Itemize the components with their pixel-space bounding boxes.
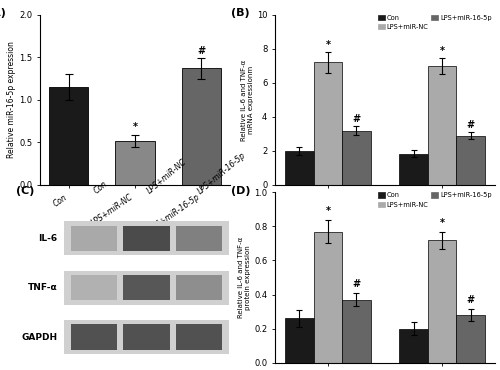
Bar <box>456 315 485 363</box>
Bar <box>124 275 170 300</box>
Text: GAPDH: GAPDH <box>22 333 58 342</box>
Y-axis label: Relative IL-6 and TNF-α
mRNA expressionm: Relative IL-6 and TNF-α mRNA expressionm <box>241 59 254 141</box>
Bar <box>176 324 222 350</box>
Bar <box>124 226 170 251</box>
Text: *: * <box>440 46 444 56</box>
Bar <box>70 324 117 350</box>
Text: *: * <box>440 218 444 228</box>
Text: #: # <box>466 295 475 305</box>
Bar <box>400 154 428 185</box>
Text: LPS+miR-NC: LPS+miR-NC <box>146 158 188 196</box>
Bar <box>124 324 170 350</box>
Bar <box>182 68 222 185</box>
Bar <box>342 300 370 363</box>
Legend: Con, LPS+miR-NC, LPS+miR-16-5p: Con, LPS+miR-NC, LPS+miR-16-5p <box>378 15 492 30</box>
Text: (A): (A) <box>0 8 6 18</box>
Bar <box>64 221 229 255</box>
Bar <box>115 141 155 185</box>
Bar <box>176 226 222 251</box>
Y-axis label: Relative miR-16-5p expression: Relative miR-16-5p expression <box>8 41 16 158</box>
Text: #: # <box>466 120 475 130</box>
Bar <box>70 226 117 251</box>
Text: #: # <box>198 46 205 56</box>
Text: TNF-α: TNF-α <box>28 283 58 292</box>
Text: #: # <box>352 279 360 289</box>
Bar <box>64 320 229 354</box>
Bar <box>285 318 314 363</box>
Text: Con: Con <box>92 179 110 196</box>
Bar <box>428 240 456 363</box>
Text: (D): (D) <box>231 186 250 196</box>
Text: #: # <box>352 114 360 124</box>
Text: LPS+miR-16-5p: LPS+miR-16-5p <box>196 151 248 196</box>
Bar <box>342 131 370 185</box>
Bar <box>400 329 428 363</box>
Bar <box>428 66 456 185</box>
Bar <box>314 63 342 185</box>
Bar <box>70 275 117 300</box>
Text: IL-6: IL-6 <box>38 234 58 243</box>
Bar <box>64 271 229 305</box>
Text: *: * <box>326 206 330 216</box>
Bar <box>285 151 314 185</box>
Legend: Con, LPS+miR-NC, LPS+miR-16-5p: Con, LPS+miR-NC, LPS+miR-16-5p <box>378 192 492 208</box>
Text: *: * <box>132 122 138 132</box>
Bar <box>176 275 222 300</box>
Text: (C): (C) <box>16 186 34 196</box>
Bar <box>314 232 342 363</box>
Y-axis label: Relative IL-6 and TNF-α
protein expression: Relative IL-6 and TNF-α protein expressi… <box>238 237 252 318</box>
Text: *: * <box>326 40 330 50</box>
Text: (B): (B) <box>231 8 250 18</box>
Bar <box>48 87 88 185</box>
Bar <box>456 136 485 185</box>
